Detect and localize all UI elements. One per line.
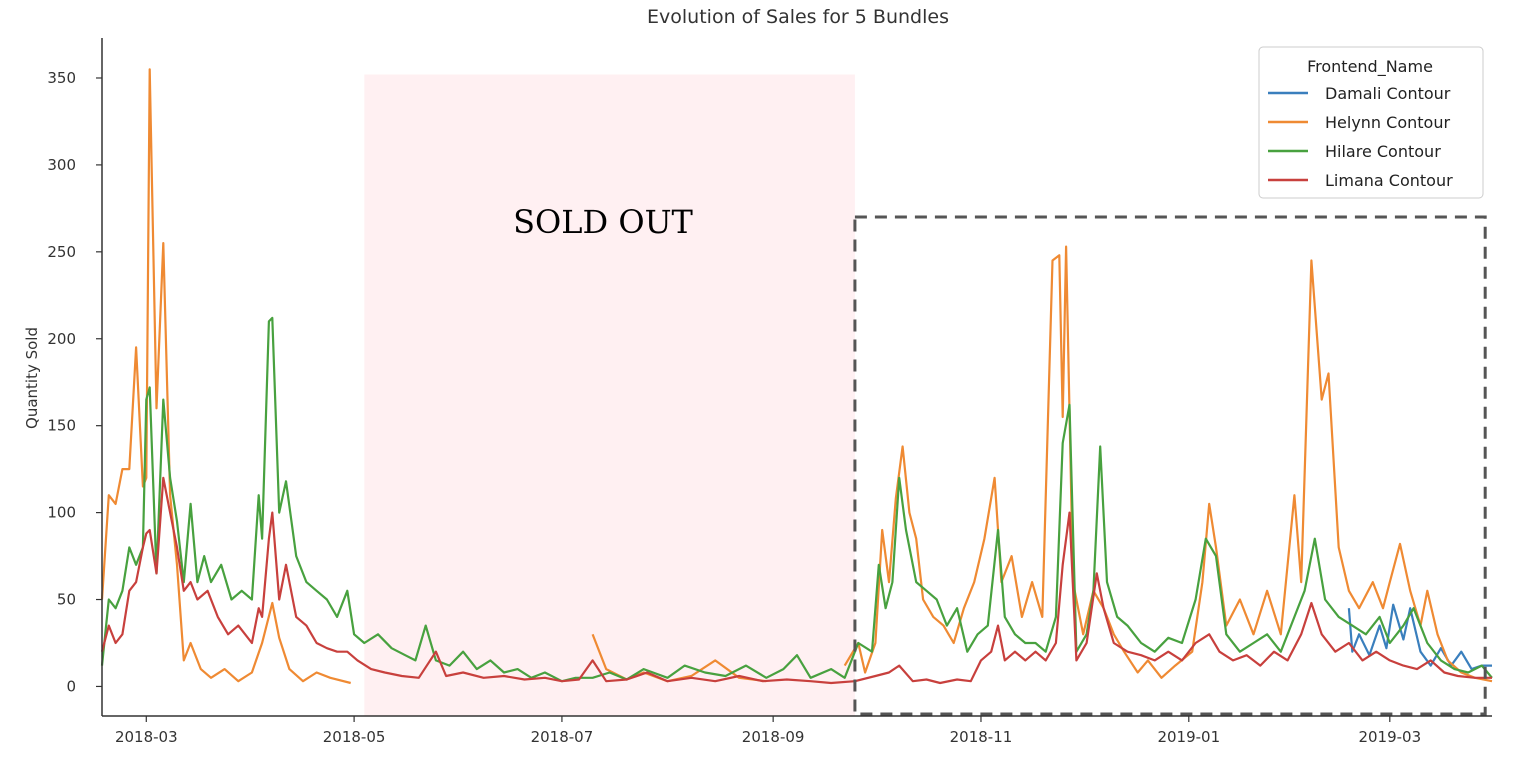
- series-lines: [100, 68, 1493, 685]
- highlight-dashed-box: [853, 215, 1487, 716]
- sold-out-region: [364, 74, 855, 716]
- x-tick-label: 2018-05: [323, 728, 386, 746]
- y-axis-label: Quantity Sold: [23, 327, 41, 429]
- x-tick-label: 2018-03: [115, 728, 178, 746]
- x-axis-ticks: 2018-03 2018-05 2018-07 2018-09 2018-11 2019-…: [115, 716, 1421, 746]
- sold-out-annotation: SOLD OUT: [513, 203, 693, 241]
- y-axis-ticks: 0 50 100 150 200 250 300 350: [47, 69, 102, 695]
- y-tick-label: 200: [47, 330, 76, 348]
- y-tick-label: 350: [47, 69, 76, 87]
- legend-label: Hilare Contour: [1325, 142, 1441, 161]
- x-tick-label: 2018-07: [531, 728, 594, 746]
- legend-label: Limana Contour: [1325, 171, 1453, 190]
- series-line-2: [100, 316, 1493, 683]
- legend-label: Damali Contour: [1325, 84, 1451, 103]
- x-tick-label: 2018-09: [742, 728, 805, 746]
- legend: Frontend_Name Damali Contour Helynn Conto…: [1258, 46, 1484, 199]
- x-tick-label: 2019-03: [1358, 728, 1421, 746]
- series-line-0: [1347, 603, 1492, 671]
- x-tick-label: 2018-11: [950, 728, 1013, 746]
- chart-title: Evolution of Sales for 5 Bundles: [647, 6, 949, 28]
- y-tick-label: 150: [47, 417, 76, 435]
- y-tick-label: 300: [47, 156, 76, 174]
- legend-frame: [1258, 46, 1484, 199]
- y-tick-label: 100: [47, 504, 76, 522]
- y-tick-label: 50: [57, 591, 76, 609]
- series-line-3: [100, 476, 1492, 685]
- legend-label: Helynn Contour: [1325, 113, 1450, 132]
- legend-title: Frontend_Name: [1307, 57, 1433, 77]
- y-tick-label: 0: [66, 677, 76, 695]
- x-tick-label: 2019-01: [1157, 728, 1220, 746]
- y-tick-label: 250: [47, 243, 76, 261]
